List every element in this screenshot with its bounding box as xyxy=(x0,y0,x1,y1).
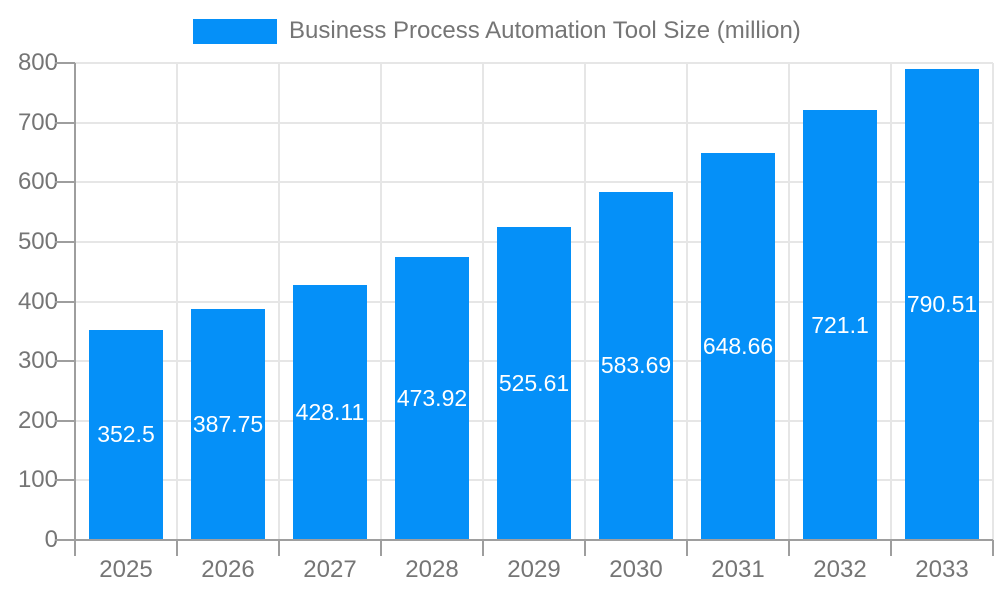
bar-value-label: 525.61 xyxy=(498,369,570,396)
bar-2030: 583.69 xyxy=(599,191,673,540)
x-tick-label: 2033 xyxy=(915,556,969,583)
legend-label: Business Process Automation Tool Size (m… xyxy=(289,17,801,44)
y-tick-mark xyxy=(55,121,75,124)
bar-2032: 721.1 xyxy=(803,110,877,540)
bar-2033: 790.51 xyxy=(905,68,979,540)
x-tick-mark xyxy=(176,540,178,556)
x-gridline xyxy=(278,63,280,540)
x-tick-mark xyxy=(890,540,892,556)
x-gridline xyxy=(788,63,790,540)
x-tick-mark xyxy=(380,540,382,556)
y-axis-line xyxy=(74,63,76,540)
x-tick-label: 2026 xyxy=(201,556,255,583)
bar-value-label: 721.1 xyxy=(811,311,869,338)
legend-swatch-icon xyxy=(193,18,277,44)
y-gridline xyxy=(75,62,993,64)
x-tick-label: 2032 xyxy=(813,556,867,583)
y-tick-mark xyxy=(55,539,75,541)
y-tick-mark xyxy=(55,181,75,184)
bar-2029: 525.61 xyxy=(497,226,571,540)
x-gridline xyxy=(380,63,382,540)
x-tick-label: 2030 xyxy=(609,556,663,583)
y-tick-label: 300 xyxy=(17,347,58,375)
bar-value-label: 648.66 xyxy=(702,333,774,360)
bar-2026: 387.75 xyxy=(191,308,265,540)
x-gridline xyxy=(176,63,178,540)
y-tick-mark xyxy=(55,360,75,363)
y-tick-label: 100 xyxy=(17,466,58,494)
x-gridline xyxy=(584,63,586,540)
x-tick-label: 2031 xyxy=(711,556,765,583)
x-gridline xyxy=(992,63,994,540)
x-gridline xyxy=(890,63,892,540)
x-gridline xyxy=(482,63,484,540)
y-tick-mark xyxy=(55,240,75,243)
y-tick-mark xyxy=(55,62,75,64)
x-tick-mark xyxy=(992,540,994,556)
bar-value-label: 428.11 xyxy=(295,398,365,425)
bar-2031: 648.66 xyxy=(701,153,775,540)
bar-value-label: 790.51 xyxy=(906,290,978,317)
y-tick-label: 600 xyxy=(17,168,58,196)
y-tick-label: 400 xyxy=(17,287,58,315)
y-tick-label: 500 xyxy=(17,227,58,255)
chart-legend[interactable]: Business Process Automation Tool Size (m… xyxy=(193,15,801,47)
x-tick-label: 2028 xyxy=(405,556,459,583)
x-tick-label: 2027 xyxy=(303,556,357,583)
bar-2028: 473.92 xyxy=(395,257,469,540)
y-gridline xyxy=(75,181,993,184)
bar-value-label: 473.92 xyxy=(396,385,468,412)
bar-value-label: 387.75 xyxy=(192,410,264,437)
x-tick-mark xyxy=(686,540,688,556)
x-tick-mark xyxy=(584,540,586,556)
x-gridline xyxy=(686,63,688,540)
y-gridline xyxy=(75,121,993,124)
y-tick-label: 800 xyxy=(17,49,58,76)
y-tick-label: 200 xyxy=(17,406,58,434)
x-tick-mark xyxy=(74,540,76,556)
y-tick-label: 700 xyxy=(17,108,58,136)
x-tick-mark xyxy=(278,540,280,556)
x-tick-mark xyxy=(482,540,484,556)
x-tick-label: 2029 xyxy=(507,556,561,583)
y-tick-mark xyxy=(55,479,75,482)
bar-value-label: 583.69 xyxy=(600,352,672,379)
bar-value-label: 352.5 xyxy=(97,421,155,448)
bar-2025: 352.5 xyxy=(89,329,163,540)
plot-area: 352.5 387.75 428.11 473.92 525.61 583.69 648.6… xyxy=(75,62,994,540)
bar-2027: 428.11 xyxy=(293,284,367,540)
y-tick-mark xyxy=(55,300,75,303)
x-tick-mark xyxy=(788,540,790,556)
y-tick-mark xyxy=(55,419,75,422)
y-tick-label: 0 xyxy=(44,526,58,553)
x-axis-line xyxy=(74,539,993,541)
x-tick-label: 2025 xyxy=(99,556,153,583)
